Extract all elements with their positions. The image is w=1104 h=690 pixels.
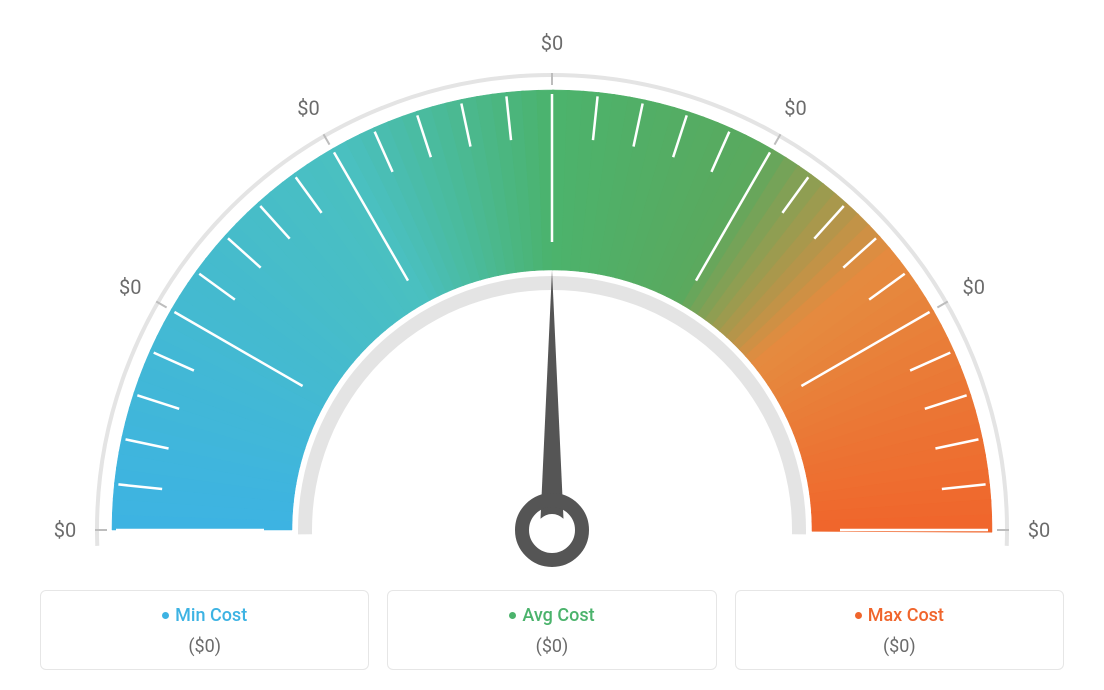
gauge-tick-label: $0 <box>963 275 985 299</box>
legend-value-avg: ($0) <box>398 636 705 657</box>
legend-label: Avg Cost <box>522 605 594 626</box>
legend-label: Max Cost <box>868 605 944 626</box>
legend-card-max: Max Cost ($0) <box>735 590 1064 670</box>
dot-icon <box>855 612 862 619</box>
legend-title-max: Max Cost <box>746 605 1053 626</box>
gauge-tick-label: $0 <box>541 31 563 55</box>
legend-row: Min Cost ($0) Avg Cost ($0) Max Cost ($0… <box>40 590 1064 670</box>
gauge-tick-label: $0 <box>784 96 806 120</box>
legend-title-min: Min Cost <box>51 605 358 626</box>
legend-title-avg: Avg Cost <box>398 605 705 626</box>
gauge-tick-label: $0 <box>54 518 76 542</box>
gauge-tick-label: $0 <box>119 275 141 299</box>
legend-card-avg: Avg Cost ($0) <box>387 590 716 670</box>
gauge-svg <box>42 10 1062 570</box>
dot-icon <box>162 612 169 619</box>
gauge-tick-label: $0 <box>1028 518 1050 542</box>
chart-container: $0 $0 $0 $0 $0 $0 $0 Min Cost ($0) Avg Cost ($… <box>0 0 1104 690</box>
gauge-chart: $0 $0 $0 $0 $0 $0 $0 <box>42 10 1062 570</box>
gauge-tick-label: $0 <box>297 96 319 120</box>
legend-value-min: ($0) <box>51 636 358 657</box>
legend-card-min: Min Cost ($0) <box>40 590 369 670</box>
legend-value-max: ($0) <box>746 636 1053 657</box>
dot-icon <box>509 612 516 619</box>
legend-label: Min Cost <box>175 605 247 626</box>
